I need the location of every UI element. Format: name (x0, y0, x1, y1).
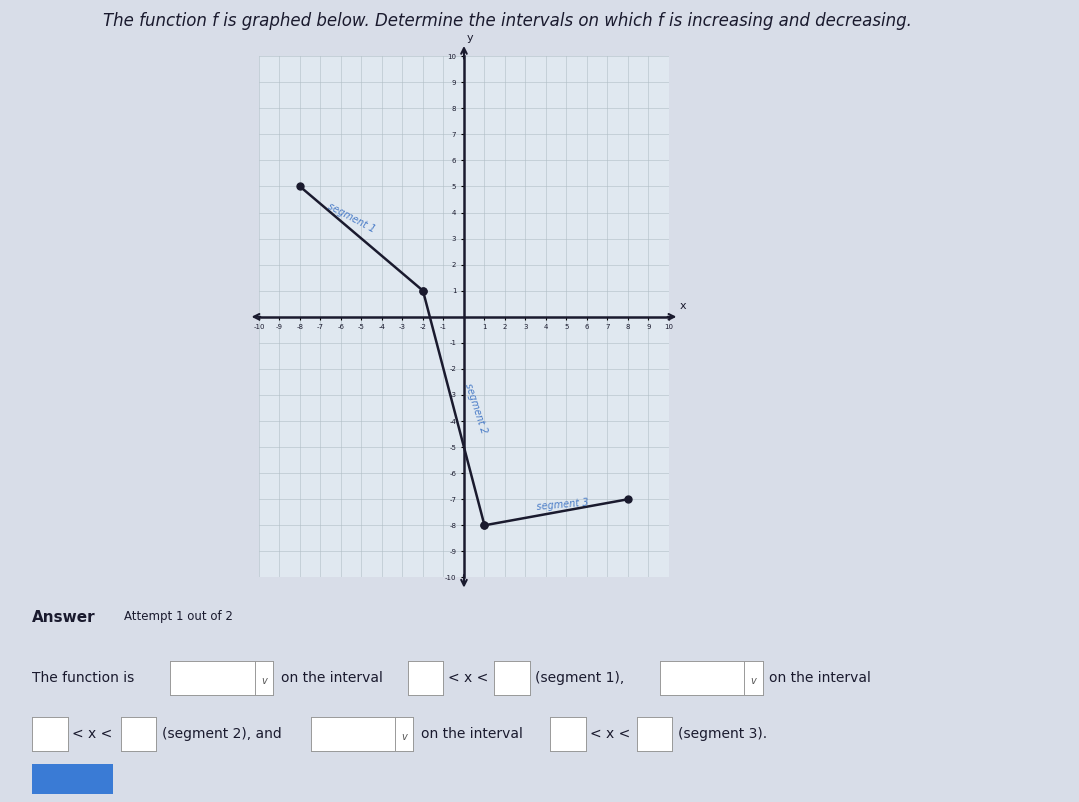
Text: on the interval: on the interval (281, 670, 382, 685)
Text: < x <: < x < (448, 670, 488, 685)
Text: x: x (680, 302, 686, 311)
Text: Attempt 1 out of 2: Attempt 1 out of 2 (124, 610, 233, 622)
Text: The function is: The function is (32, 670, 135, 685)
Text: Answer: Answer (32, 610, 96, 625)
Text: (segment 1),: (segment 1), (535, 670, 625, 685)
Text: v: v (401, 732, 407, 742)
Text: < x <: < x < (590, 727, 630, 741)
Text: on the interval: on the interval (769, 670, 871, 685)
Text: y: y (467, 33, 474, 43)
Text: on the interval: on the interval (421, 727, 522, 741)
Text: segment 1: segment 1 (326, 201, 377, 234)
Text: v: v (751, 676, 756, 686)
Text: The function f is graphed below. Determine the intervals on which f is increasin: The function f is graphed below. Determi… (103, 12, 912, 30)
Text: (segment 3).: (segment 3). (678, 727, 767, 741)
Text: (segment 2), and: (segment 2), and (162, 727, 282, 741)
Text: segment 2: segment 2 (464, 382, 489, 435)
Text: < x <: < x < (72, 727, 112, 741)
Text: v: v (261, 676, 267, 686)
Text: segment 3: segment 3 (536, 497, 589, 512)
